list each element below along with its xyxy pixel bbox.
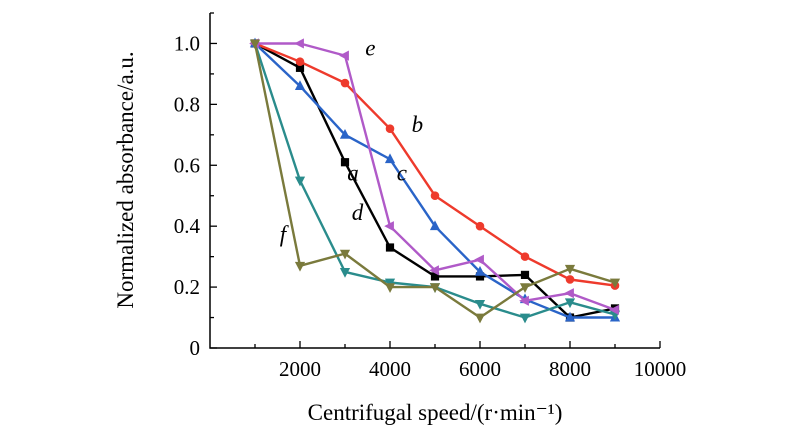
data-point-circle <box>475 221 485 231</box>
data-point-triangle-left <box>474 254 484 265</box>
data-point-circle <box>340 78 350 88</box>
data-point-triangle-down <box>429 283 441 293</box>
data-point-square <box>385 243 395 252</box>
x-tick-label: 2000 <box>279 357 321 381</box>
y-tick-label: 0.8 <box>174 92 200 116</box>
y-tick-label: 0.4 <box>174 214 201 238</box>
series-c <box>249 37 621 322</box>
data-point-circle <box>385 124 395 134</box>
curve-label-b: b <box>412 112 424 137</box>
data-point-triangle-left <box>294 38 304 49</box>
data-point-triangle-up <box>294 80 306 90</box>
y-tick-label: 1.0 <box>174 31 200 55</box>
curve-label-c: c <box>397 161 407 186</box>
series-e <box>249 38 619 316</box>
curve-label-f: f <box>280 221 290 246</box>
series <box>249 37 621 324</box>
y-tick-label: 0.2 <box>174 275 200 299</box>
data-point-triangle-up <box>474 266 486 276</box>
data-point-triangle-down <box>564 298 576 309</box>
data-point-circle <box>295 57 305 67</box>
x-tick-label: 6000 <box>459 357 501 381</box>
data-point-triangle-down <box>474 299 486 310</box>
data-point-triangle-left <box>519 295 529 306</box>
y-tick-label: 0 <box>190 336 201 360</box>
data-point-triangle-down <box>519 283 531 293</box>
data-point-triangle-down <box>339 267 351 278</box>
data-point-triangle-up <box>564 311 576 322</box>
data-point-triangle-left <box>384 221 394 232</box>
data-point-triangle-down <box>294 176 306 187</box>
data-point-triangle-down <box>474 313 486 324</box>
x-tick-label: 10000 <box>634 357 687 381</box>
y-tick-label: 0.6 <box>174 153 200 177</box>
series-line-b <box>254 42 616 287</box>
curve-labels: a bc d e f <box>280 36 423 247</box>
data-point-triangle-down <box>339 249 351 260</box>
series-f <box>249 39 621 324</box>
data-point-triangle-up <box>384 153 396 164</box>
data-point-triangle-down <box>609 278 621 289</box>
y-axis-title: Normalized absorbance/a.u. <box>113 51 138 308</box>
curve-label-e: e <box>365 36 375 61</box>
data-point-triangle-down <box>249 39 261 50</box>
data-point-circle <box>565 275 575 284</box>
series-b <box>250 39 620 290</box>
x-axis-title: Centrifugal speed/(r·min⁻¹) <box>308 400 563 425</box>
data-point-triangle-down <box>294 261 306 272</box>
data-point-triangle-down <box>384 283 396 293</box>
x-tick-label: 4000 <box>369 357 411 381</box>
data-point-triangle-left <box>339 50 349 61</box>
data-point-triangle-down <box>564 264 576 275</box>
data-point-square <box>340 158 350 167</box>
data-point-circle <box>430 191 440 201</box>
x-tick-label: 8000 <box>549 357 591 381</box>
data-point-triangle-left <box>609 304 619 316</box>
data-point-triangle-up <box>339 128 351 139</box>
data-point-triangle-left <box>429 265 439 276</box>
data-point-circle <box>520 252 530 261</box>
data-point-triangle-left <box>564 288 574 299</box>
curve-label-a: a <box>347 161 359 186</box>
data-point-square <box>520 270 530 280</box>
series-a <box>250 39 620 322</box>
data-point-triangle-down <box>519 313 531 324</box>
ticks: 2000 4000 6000 8000 10000 0 0.2 0.4 0.6 0.8 1.0 <box>174 12 687 381</box>
data-point-triangle-up <box>429 220 441 231</box>
curve-label-d: d <box>352 200 364 225</box>
